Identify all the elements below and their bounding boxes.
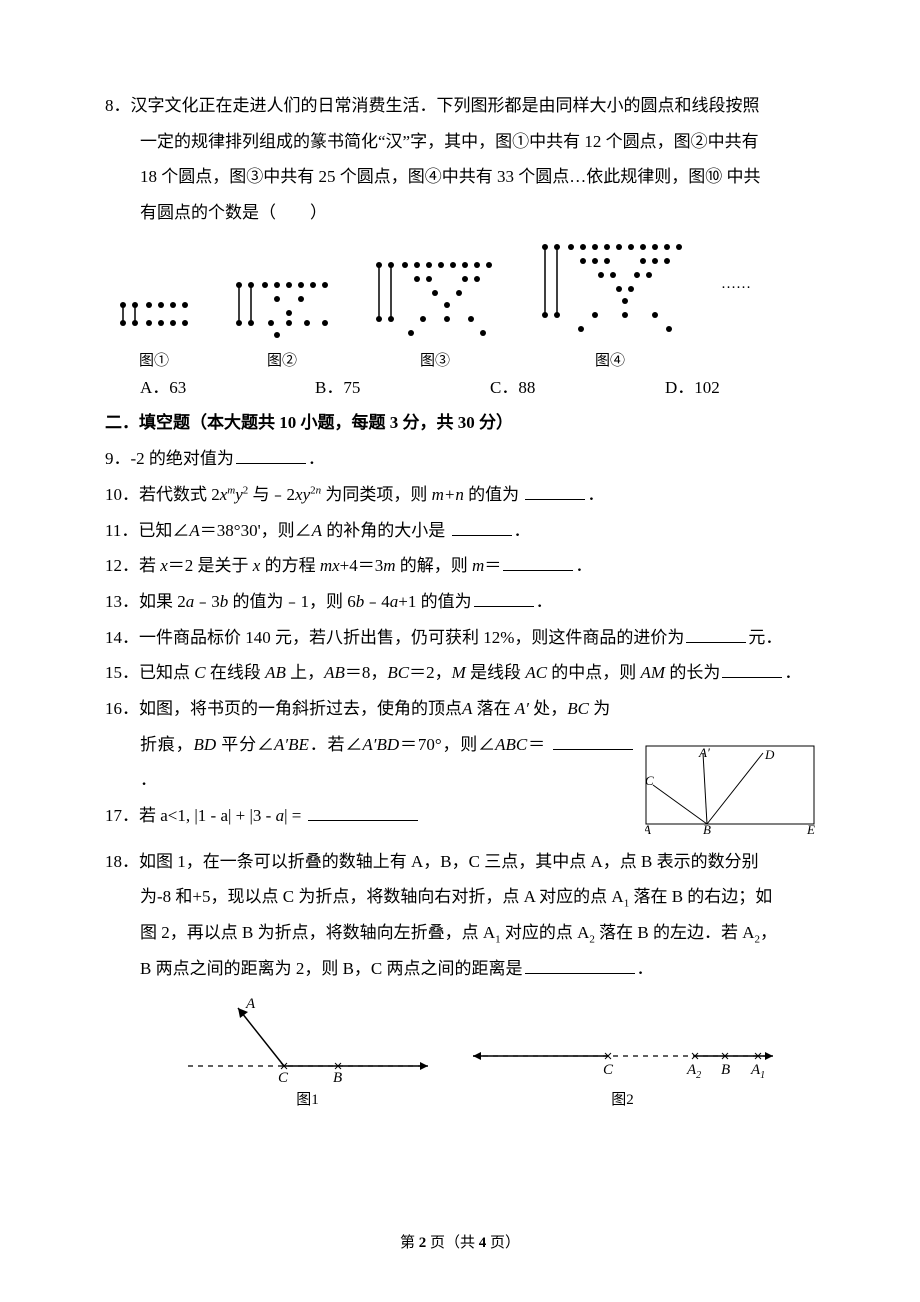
blank (452, 519, 512, 536)
blank (525, 957, 635, 974)
pattern-2-label: 图② (267, 349, 297, 370)
q18-line3: 图 2，再以点 B 为折点，将数轴向左折叠，点 A1 对应的点 A2 落在 B … (105, 915, 815, 951)
q18-line4: B 两点之间的距离为 2，则 B，C 两点之间的距离是． (105, 951, 815, 987)
pattern-1-label: 图① (139, 349, 169, 370)
q12: 12．若 x＝2 是关于 x 的方程 mx+4＝3m 的解，则 m＝． (105, 548, 815, 584)
q8-choice-a: A．63 (140, 370, 315, 406)
q14: 14．一件商品标价 140 元，若八折出售，仍可获利 12%，则这件商品的进价为… (105, 620, 815, 656)
q18-fig2: C A2 B A1 (463, 996, 783, 1086)
section-2-title: 二．填空题（本大题共 10 小题，每题 3 分，共 30 分） (105, 405, 815, 441)
q18-fig1: A C B (178, 996, 438, 1086)
pattern-1-svg (115, 275, 193, 345)
q8-choice-d: D．102 (665, 370, 815, 406)
svg-text:A2: A2 (686, 1062, 701, 1081)
pattern-2-svg (231, 265, 333, 345)
q8-line4: 有圆点的个数是（ ） (105, 195, 815, 231)
svg-text:E: E (806, 822, 815, 835)
q11: 11．已知∠A＝38°30'，则∠A 的补角的大小是 ． (105, 513, 815, 549)
q16-line1: 16．如图，将书页的一角斜折过去，使角的顶点A 落在 A′ 处，BC 为 (105, 691, 815, 727)
q8-choice-b: B．75 (315, 370, 490, 406)
pattern-3: 图③ (371, 251, 499, 370)
svg-text:A: A (245, 996, 256, 1012)
blank (474, 590, 534, 607)
q18-line1: 18．如图 1，在一条可以折叠的数轴上有 A，B，C 三点，其中点 A，点 B … (105, 844, 815, 880)
q15: 15．已知点 C 在线段 AB 上，AB＝8，BC＝2，M 是线段 AC 的中点… (105, 655, 815, 691)
svg-text:C: C (278, 1070, 289, 1086)
blank (525, 483, 585, 500)
page-footer: 第 2 页（共 4 页） (0, 1231, 920, 1252)
q8-choices: A．63 B．75 C．88 D．102 (105, 370, 815, 406)
pattern-1: 图① (115, 275, 193, 370)
blank (722, 661, 782, 678)
blank (308, 804, 418, 821)
blank (503, 554, 573, 571)
pattern-3-label: 图③ (420, 349, 450, 370)
q8-line1: 8．汉字文化正在走进人们的日常消费生活．下列图形都是由同样大小的圆点和线段按照 (105, 88, 815, 124)
svg-text:B: B (703, 822, 711, 835)
blank (686, 626, 746, 643)
svg-text:D: D (764, 747, 775, 762)
q18-fig1-label: 图1 (296, 1088, 319, 1109)
svg-text:C: C (645, 773, 654, 788)
q18-fig2-label: 图2 (611, 1088, 634, 1109)
pattern-3-svg (371, 251, 499, 345)
q16-figure: A′ D C A B E (645, 745, 815, 835)
svg-text:A1: A1 (750, 1062, 765, 1081)
q10: 10．若代数式 2xmy2 与﹣2xy2n 为同类项，则 m+n 的值为 ． (105, 477, 815, 513)
pattern-2: 图② (231, 265, 333, 370)
pattern-ellipsis: …… (721, 276, 751, 331)
q8-choice-c: C．88 (490, 370, 665, 406)
svg-text:A: A (645, 822, 651, 835)
pattern-4: 图④ (537, 237, 683, 370)
svg-text:B: B (721, 1062, 730, 1078)
svg-text:C: C (603, 1062, 614, 1078)
pattern-4-label: 图④ (595, 349, 625, 370)
q9: 9．-2 的绝对值为． (105, 441, 815, 477)
svg-text:B: B (333, 1070, 342, 1086)
pattern-4-svg (537, 237, 683, 345)
q18-line2: 为-8 和+5，现以点 C 为折点，将数轴向右对折，点 A 对应的点 A1 落在… (105, 879, 815, 915)
q8-line2: 一定的规律排列组成的篆书简化“汉”字，其中，图①中共有 12 个圆点，图②中共有 (105, 124, 815, 160)
svg-text:A′: A′ (698, 745, 710, 760)
q18-figures: A C B 图1 C A2 B A1 图2 (105, 996, 815, 1109)
q8-patterns: 图① 图② (105, 237, 815, 370)
blank (236, 447, 306, 464)
blank (553, 733, 633, 750)
q13: 13．如果 2a﹣3b 的值为﹣1，则 6b﹣4a+1 的值为． (105, 584, 815, 620)
q8-line3: 18 个圆点，图③中共有 25 个圆点，图④中共有 33 个圆点…依此规律则，图… (105, 159, 815, 195)
